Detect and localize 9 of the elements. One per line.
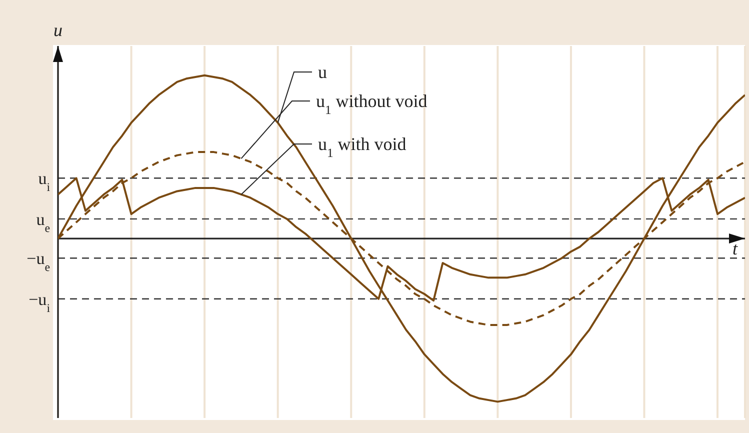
y-axis-title: u <box>54 20 62 40</box>
x-axis-title: t <box>732 238 738 259</box>
ref-line-label: −u$_{e}$ <box>26 249 50 274</box>
text: u$_{1}$ without void <box>316 91 428 117</box>
text: u$_{1}$ with void <box>318 134 406 160</box>
ref-line-label: u$_{e}$ <box>36 210 50 235</box>
ref-line-label: −u$_{i}$ <box>28 290 51 315</box>
ref-line-label: u$_{i}$ <box>38 169 51 194</box>
text: u <box>318 62 327 82</box>
